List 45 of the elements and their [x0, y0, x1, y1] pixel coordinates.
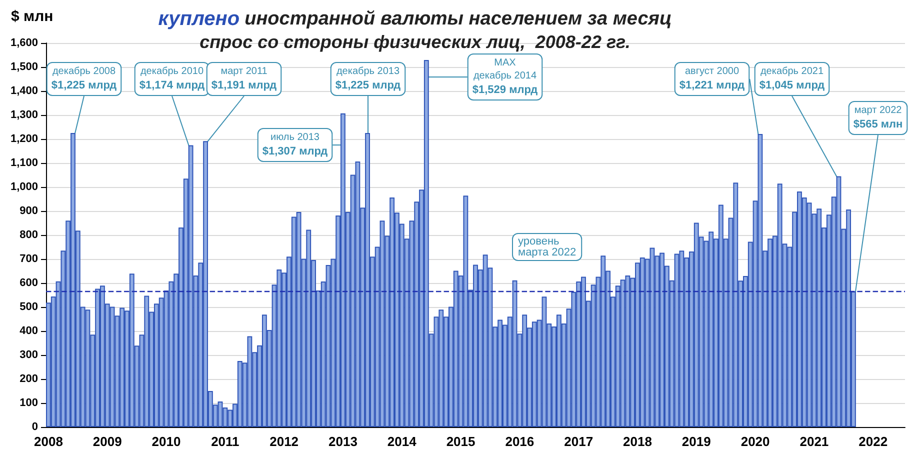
y-tick-label: 700 — [20, 253, 38, 265]
y-tick-label: 1,000 — [10, 181, 38, 193]
x-tick-label: 2015 — [446, 434, 476, 449]
y-tick-label: 1,100 — [10, 157, 38, 169]
data-label: декабрь 2010 $1,174 млрд — [139, 66, 205, 92]
y-tick-label: 1,300 — [10, 109, 38, 121]
y-tick-label: 0 — [32, 421, 38, 433]
data-label: декабрь 2008 $1,225 млрд — [51, 66, 117, 92]
x-tick-label: 2021 — [800, 434, 829, 449]
data-label: март 2011 $1,191 млрд — [211, 66, 277, 92]
y-tick-label: 600 — [20, 277, 38, 289]
data-label: март 2022 $565 млн — [853, 105, 903, 130]
data-label: июль 2013 $1,307 млрд — [262, 132, 328, 158]
x-tick-label: 2008 — [34, 434, 63, 449]
x-tick-label: 2013 — [328, 434, 358, 449]
data-label: декабрь 2013 $1,225 млрд — [335, 66, 401, 92]
y-tick-label: 200 — [20, 373, 38, 385]
x-tick-label: 2016 — [505, 434, 534, 449]
x-tick-label: 2011 — [211, 434, 240, 449]
y-axis-title: $ млн — [11, 8, 54, 25]
y-tick-label: 100 — [20, 397, 38, 409]
x-tick-label: 2020 — [740, 434, 770, 449]
x-tick-label: 2019 — [682, 434, 711, 449]
data-label: август 2000 $1,221 млрд — [679, 66, 745, 92]
y-tick-label: 1,600 — [10, 37, 38, 49]
y-tick-label: 400 — [20, 325, 38, 337]
x-tick-label: 2014 — [387, 434, 418, 449]
x-tick-label: 2022 — [858, 434, 888, 449]
y-tick-label: 1,500 — [10, 61, 38, 73]
x-tick-label: 2012 — [270, 434, 299, 449]
data-label: MAX декабрь 2014 $1,529 млрд — [472, 58, 538, 96]
data-label: декабрь 2021 $1,045 млрд — [759, 66, 825, 92]
x-tick-label: 2010 — [152, 434, 181, 449]
x-tick-label: 2017 — [564, 434, 594, 449]
y-tick-label: 900 — [20, 205, 38, 217]
y-tick-label: 1,200 — [10, 133, 38, 145]
chart-title: куплено иностранной валюты населением за месяц — [158, 8, 672, 30]
y-tick-label: 800 — [20, 229, 38, 241]
y-tick-label: 1,400 — [10, 85, 38, 97]
y-tick-label: 300 — [20, 349, 38, 361]
x-tick-label: 2018 — [623, 434, 652, 449]
chart-subtitle: спрос со стороны физических лиц, 2008-22 гг. — [200, 32, 630, 52]
x-tick-label: 2009 — [92, 434, 122, 449]
ref-line-label: уровень марта 2022 — [518, 236, 576, 258]
y-tick-label: 500 — [20, 301, 38, 313]
